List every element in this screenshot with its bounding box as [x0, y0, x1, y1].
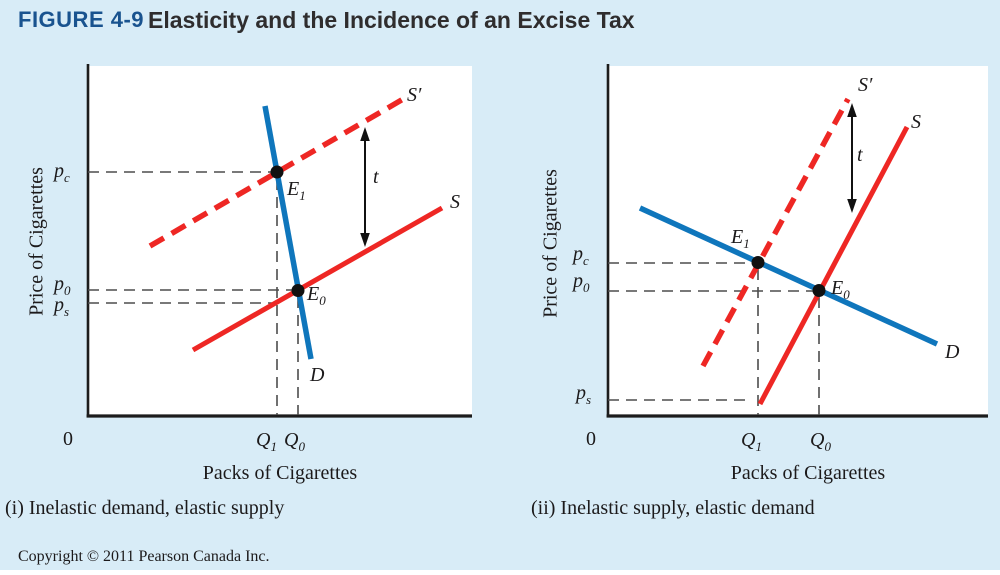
- panel-i-demand-curve: [262, 105, 314, 360]
- panel-i-ps-label: ps: [54, 294, 70, 319]
- panel-i-supply-curve: [191, 205, 444, 353]
- panel-ii-tax-arrow: [847, 103, 857, 213]
- panel-i-plot-area: [88, 66, 472, 416]
- ps-sub: s: [64, 304, 70, 319]
- panel-ii-supply-curve: [757, 125, 910, 406]
- e0-sub: 0: [843, 287, 850, 302]
- panel-ii-demand-curve: [638, 205, 939, 347]
- panel-i-tax-label: t: [373, 166, 379, 188]
- ps-sub: s: [586, 392, 592, 407]
- panel-i-e1-point: [270, 165, 284, 179]
- panel-i-new-supply-label: S′: [407, 84, 422, 106]
- pc-base: p: [573, 243, 583, 265]
- figure-label: FIGURE 4-9: [18, 7, 145, 32]
- panel-ii-p0-label: p0: [573, 270, 590, 295]
- e1-sub: 1: [299, 188, 306, 203]
- panel-i-x-axis-title: Packs of Cigarettes: [202, 462, 358, 484]
- panel-ii-q1-label: Q1: [741, 429, 762, 454]
- tax-arrow-head-up: [360, 127, 370, 141]
- e0-sub: 0: [319, 293, 326, 308]
- panel-ii-plot-area: [608, 66, 988, 416]
- q1-sub: 1: [755, 439, 762, 454]
- panel-ii-new-supply-curve: [700, 97, 851, 368]
- panel-i-supply-label: S: [450, 191, 460, 213]
- panel-ii-x-axis-title: Packs of Cigarettes: [730, 462, 886, 484]
- panel-i-e0-point: [291, 284, 305, 297]
- panel-i-e1-label: E1: [287, 178, 306, 203]
- panel-ii-origin-label: 0: [586, 428, 596, 450]
- copyright-text: Copyright © 2011 Pearson Canada Inc.: [18, 548, 270, 565]
- ps-base: p: [54, 294, 64, 316]
- panel-ii-demand-label: D: [945, 341, 960, 363]
- bottom-margin: [0, 570, 1000, 575]
- pc-sub: c: [583, 253, 589, 268]
- e0-base: E: [307, 283, 320, 305]
- panel-i-origin-label: 0: [63, 428, 73, 450]
- pc-sub: c: [64, 170, 70, 185]
- pc-base: p: [54, 160, 64, 182]
- q1-base: Q: [741, 429, 756, 451]
- panel-ii-tax-label: t: [857, 144, 863, 166]
- panel-i-caption: (i) Inelastic demand, elastic supply: [5, 497, 285, 519]
- panel-i-p0-label: p0: [54, 273, 71, 298]
- panel-ii-y-axis-title: Price of Cigarettes: [539, 169, 562, 318]
- tax-arrow-head-down: [360, 233, 370, 247]
- e0-base: E: [831, 277, 844, 299]
- panel-i-y-axis-title: Price of Cigarettes: [25, 167, 48, 316]
- panel-i-e0-label: E0: [307, 283, 326, 308]
- panel-ii-e0-label: E0: [831, 277, 850, 302]
- panel-ii-q0-label: Q0: [810, 429, 831, 454]
- panel-i-pc-label: pc: [54, 160, 70, 185]
- p0-sub: 0: [64, 283, 71, 298]
- q0-base: Q: [284, 429, 299, 451]
- tax-arrow-head-down: [847, 199, 857, 213]
- panel-i-tax-arrow: [360, 127, 370, 247]
- panel-i-q1-label: Q1: [256, 429, 277, 454]
- q1-sub: 1: [270, 439, 277, 454]
- panel-i-q0-label: Q0: [284, 429, 305, 454]
- e1-base: E: [287, 178, 300, 200]
- panel-ii-supply-label: S: [911, 111, 921, 133]
- panel-ii-e1-point: [751, 256, 765, 269]
- q0-sub: 0: [824, 439, 831, 454]
- panel-ii-caption: (ii) Inelastic supply, elastic demand: [531, 497, 815, 519]
- panel-ii-pc-label: pc: [573, 243, 589, 268]
- panel-i-demand-label: D: [310, 364, 325, 386]
- e1-sub: 1: [743, 236, 750, 251]
- e1-base: E: [731, 226, 744, 248]
- panel-ii-ps-label: ps: [576, 382, 592, 407]
- p0-sub: 0: [583, 280, 590, 295]
- panel-i-guide-lines: [88, 171, 299, 415]
- ps-base: p: [576, 382, 586, 404]
- q0-base: Q: [810, 429, 825, 451]
- q1-base: Q: [256, 429, 271, 451]
- p0-base: p: [573, 270, 583, 292]
- panel-ii-guide-lines: [608, 262, 820, 415]
- panel-ii-e1-label: E1: [731, 226, 750, 251]
- panel-ii-new-supply-label: S′: [858, 74, 873, 96]
- panel-ii-e0-point: [812, 284, 826, 297]
- figure-title: Elasticity and the Incidence of an Excis…: [148, 7, 635, 33]
- p0-base: p: [54, 273, 64, 295]
- tax-arrow-head-up: [847, 103, 857, 117]
- q0-sub: 0: [298, 439, 305, 454]
